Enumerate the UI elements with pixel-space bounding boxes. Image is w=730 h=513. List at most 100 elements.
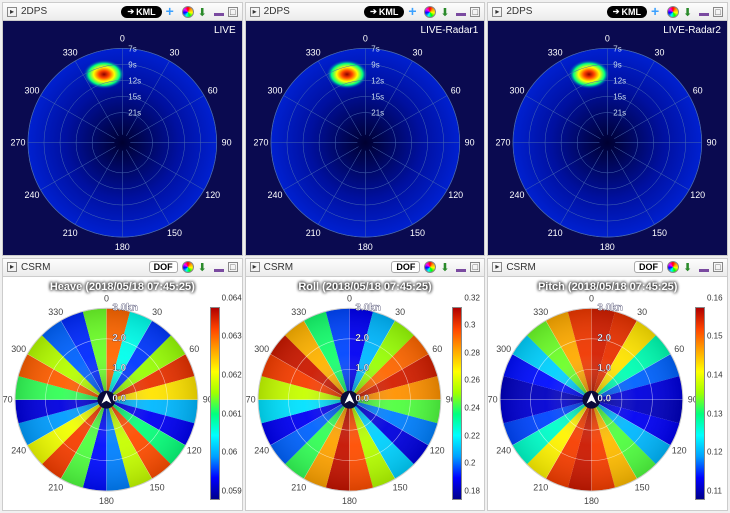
svg-text:30: 30 — [412, 47, 422, 57]
dof-button[interactable]: DOF — [634, 261, 663, 273]
svg-text:210: 210 — [48, 482, 63, 492]
close-icon[interactable]: □ — [713, 7, 723, 17]
svg-text:9s: 9s — [371, 60, 379, 69]
svg-text:1.0: 1.0 — [355, 363, 369, 374]
expand-icon[interactable]: ▸ — [492, 7, 502, 17]
minimize-icon[interactable] — [699, 269, 709, 272]
close-icon[interactable]: □ — [228, 262, 238, 272]
close-icon[interactable]: □ — [713, 262, 723, 272]
expand-icon[interactable]: ▸ — [250, 7, 260, 17]
svg-text:150: 150 — [392, 482, 407, 492]
svg-text:2.0: 2.0 — [598, 332, 612, 343]
kml-button[interactable]: KML — [607, 6, 647, 18]
svg-text:300: 300 — [254, 344, 269, 354]
svg-text:270: 270 — [246, 394, 256, 404]
chart-body: Pitch (2018/05/18 07:45:25)0306090120150… — [488, 277, 727, 511]
polar-chart: 03060901201501802102402703003307s9s12s15… — [3, 21, 242, 255]
svg-text:0.0: 0.0 — [355, 393, 369, 404]
colorbar-tick: 0.061 — [222, 409, 242, 418]
minimize-icon[interactable] — [214, 269, 224, 272]
svg-text:180: 180 — [342, 496, 357, 506]
expand-icon[interactable]: ▸ — [7, 7, 17, 17]
minimize-icon[interactable] — [456, 13, 466, 16]
svg-text:30: 30 — [637, 306, 647, 316]
colorbar-ticks: 0.0590.060.0610.0620.0630.064 — [220, 307, 238, 501]
colorbar-gradient — [695, 307, 705, 501]
svg-text:240: 240 — [510, 190, 525, 200]
svg-text:3.0kn: 3.0kn — [355, 302, 380, 313]
polar-rose-chart: 03060901201501802102402703003303.0kn2.01… — [488, 277, 727, 511]
close-icon[interactable]: □ — [470, 7, 480, 17]
svg-text:21s: 21s — [371, 108, 384, 117]
panel-type-label: CSRM — [264, 262, 293, 273]
svg-text:12s: 12s — [128, 76, 141, 85]
expand-icon[interactable]: ▸ — [250, 262, 260, 272]
kml-button[interactable]: KML — [121, 6, 161, 18]
download-icon[interactable]: ⬇ — [440, 261, 452, 273]
download-icon[interactable]: ⬇ — [683, 6, 695, 18]
colorbar-tick: 0.22 — [464, 431, 480, 440]
download-icon[interactable]: ⬇ — [198, 261, 210, 273]
add-icon[interactable]: + — [408, 6, 420, 18]
palette-icon[interactable] — [424, 6, 436, 18]
panel-csrm: ▸ CSRM DOF ⬇ □ Heave (2018/05/18 07:45:2… — [2, 258, 243, 512]
palette-icon[interactable] — [424, 261, 436, 273]
kml-button[interactable]: KML — [364, 6, 404, 18]
polar-rose-chart: 03060901201501802102402703003303.0kn2.01… — [3, 277, 242, 511]
chart-title: Roll (2018/05/18 07:45:25) — [246, 281, 485, 293]
svg-text:12s: 12s — [371, 76, 384, 85]
panel-header: ▸ 2DPS KML + ⬇ □ — [488, 3, 727, 21]
palette-icon[interactable] — [182, 6, 194, 18]
svg-text:300: 300 — [510, 86, 525, 96]
svg-text:3.0kn: 3.0kn — [598, 302, 623, 313]
chart-body: Heave (2018/05/18 07:45:25)0306090120150… — [3, 277, 242, 511]
svg-text:60: 60 — [189, 344, 199, 354]
minimize-icon[interactable] — [699, 13, 709, 16]
svg-text:240: 240 — [25, 190, 40, 200]
svg-text:300: 300 — [25, 86, 40, 96]
panel-type-label: 2DPS — [21, 6, 47, 17]
svg-text:270: 270 — [253, 138, 268, 148]
colorbar-tick: 0.064 — [222, 293, 242, 302]
svg-text:330: 330 — [63, 47, 78, 57]
close-icon[interactable]: □ — [470, 262, 480, 272]
svg-text:12s: 12s — [614, 76, 627, 85]
colorbar-tick: 0.16 — [707, 293, 723, 302]
colorbar-tick: 0.059 — [222, 487, 242, 496]
dof-button[interactable]: DOF — [149, 261, 178, 273]
colorbar-tick: 0.2 — [464, 459, 475, 468]
svg-text:60: 60 — [693, 86, 703, 96]
minimize-icon[interactable] — [456, 269, 466, 272]
panel-header: ▸ CSRM DOF ⬇ □ — [246, 259, 485, 277]
svg-text:330: 330 — [291, 306, 306, 316]
colorbar-tick: 0.14 — [707, 370, 723, 379]
close-icon[interactable]: □ — [228, 7, 238, 17]
svg-text:120: 120 — [429, 445, 444, 455]
colorbar-gradient — [452, 307, 462, 501]
svg-text:240: 240 — [267, 190, 282, 200]
dof-button[interactable]: DOF — [391, 261, 420, 273]
palette-icon[interactable] — [182, 261, 194, 273]
svg-text:1.0: 1.0 — [598, 363, 612, 374]
panel-header: ▸ 2DPS KML + ⬇ □ — [246, 3, 485, 21]
svg-text:90: 90 — [707, 138, 717, 148]
svg-text:180: 180 — [115, 242, 130, 252]
expand-icon[interactable]: ▸ — [7, 262, 17, 272]
add-icon[interactable]: + — [166, 6, 178, 18]
download-icon[interactable]: ⬇ — [198, 6, 210, 18]
chart-body: Roll (2018/05/18 07:45:25)03060901201501… — [246, 277, 485, 511]
palette-icon[interactable] — [667, 261, 679, 273]
panel-type-label: 2DPS — [506, 6, 532, 17]
panel-type-label: CSRM — [21, 262, 50, 273]
svg-text:270: 270 — [3, 394, 13, 404]
svg-text:15s: 15s — [128, 92, 141, 101]
svg-text:7s: 7s — [128, 44, 136, 53]
minimize-icon[interactable] — [214, 13, 224, 16]
download-icon[interactable]: ⬇ — [683, 261, 695, 273]
colorbar: 0.180.20.220.240.260.280.30.32 — [452, 307, 480, 501]
palette-icon[interactable] — [667, 6, 679, 18]
expand-icon[interactable]: ▸ — [492, 262, 502, 272]
add-icon[interactable]: + — [651, 6, 663, 18]
download-icon[interactable]: ⬇ — [440, 6, 452, 18]
panel-csrm: ▸ CSRM DOF ⬇ □ Roll (2018/05/18 07:45:25… — [245, 258, 486, 512]
